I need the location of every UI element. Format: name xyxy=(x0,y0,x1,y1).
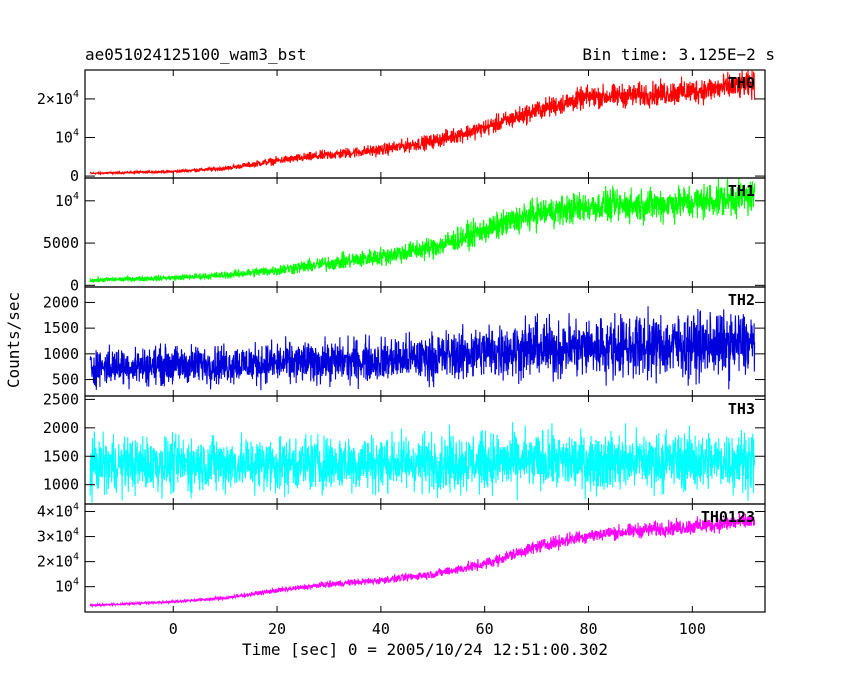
x-axis-label: Time [sec] 0 = 2005/10/24 12:51:00.302 xyxy=(242,640,608,659)
series-th3 xyxy=(89,422,756,503)
x-tick-label: 20 xyxy=(268,620,286,638)
y-tick-label: 500 xyxy=(52,371,79,389)
x-tick-label: 80 xyxy=(579,620,597,638)
panel-label: TH0 xyxy=(728,74,755,92)
header-right: Bin time: 3.125E−2 s xyxy=(582,45,775,64)
y-tick-label: 2×104 xyxy=(37,552,79,571)
y-tick-label: 3×104 xyxy=(37,527,79,546)
panel-th0123: 104 2×104 3×104 4×104 TH0123 xyxy=(37,502,766,613)
series-th0 xyxy=(89,69,756,176)
x-axis: 0 20 40 60 80 100 xyxy=(169,620,706,638)
x-tick-label: 40 xyxy=(372,620,390,638)
y-tick-label: 2×104 xyxy=(37,89,79,108)
panel-th1: 0 5000 104 TH1 xyxy=(43,177,766,294)
x-tick-label: 0 xyxy=(169,620,178,638)
y-tick-label: 4×104 xyxy=(37,502,79,521)
y-tick-label: 104 xyxy=(55,577,79,596)
panel-frame xyxy=(84,503,766,613)
y-tick-label: 1500 xyxy=(43,447,79,465)
panel-label: TH2 xyxy=(728,291,755,309)
series-th1 xyxy=(89,177,756,283)
y-tick-label: 2500 xyxy=(43,390,79,408)
panel-frame xyxy=(84,177,766,288)
x-tick-label: 60 xyxy=(476,620,494,638)
panel-th2: 500 1000 1500 2000 TH2 xyxy=(43,286,766,397)
x-tick-label: 100 xyxy=(679,620,706,638)
panel-th3: 1000 1500 2000 2500 TH3 xyxy=(43,390,766,505)
y-tick-label: 104 xyxy=(55,191,79,210)
y-tick-label: 5000 xyxy=(43,234,79,252)
y-tick-label: 2000 xyxy=(43,419,79,437)
y-tick-label: 1500 xyxy=(43,319,79,337)
header-left: ae051024125100_wam3_bst xyxy=(85,45,307,64)
series-th2 xyxy=(89,306,756,391)
panel-th0: 0 104 2×104 TH0 xyxy=(37,69,766,185)
panels: 0 104 2×104 TH0 0 5000 104 TH1 500 1000 1500 2000 TH… xyxy=(37,69,766,613)
panel-label: TH3 xyxy=(728,400,755,418)
series-th0123 xyxy=(89,511,756,608)
y-axis-label: Counts/sec xyxy=(4,292,23,388)
y-tick-label: 2000 xyxy=(43,293,79,311)
y-tick-label: 1000 xyxy=(43,476,79,494)
y-tick-label: 1000 xyxy=(43,345,79,363)
panel-label: TH0123 xyxy=(701,508,755,526)
y-tick-label: 0 xyxy=(70,167,79,185)
panel-label: TH1 xyxy=(728,182,755,200)
y-tick-label: 0 xyxy=(70,276,79,294)
y-tick-label: 104 xyxy=(55,128,79,147)
